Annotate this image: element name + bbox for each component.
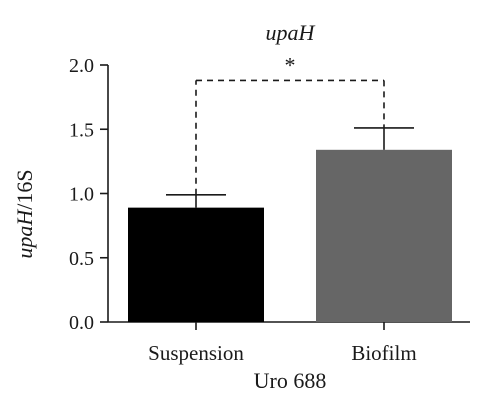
y-tick-label: 0.5 bbox=[69, 248, 94, 270]
y-axis-label-rest: /16S bbox=[12, 169, 37, 209]
y-tick-label: 0.0 bbox=[69, 312, 94, 334]
y-tick-label: 2.0 bbox=[69, 55, 94, 77]
y-tick-label: 1.0 bbox=[69, 184, 94, 206]
y-axis-label-italic: upaH bbox=[12, 209, 37, 259]
x-tick-label: Suspension bbox=[148, 341, 244, 365]
y-axis-label: upaH/16S bbox=[12, 169, 37, 258]
bar-suspension bbox=[128, 207, 264, 322]
chart-title: upaH bbox=[266, 20, 316, 45]
x-axis-label: Uro 688 bbox=[254, 368, 327, 393]
significance-bracket: * bbox=[195, 52, 385, 195]
y-tick-label: 1.5 bbox=[69, 119, 94, 141]
axes: 0.0 0.5 1.0 1.5 2.0 Suspension Biofilm bbox=[69, 55, 470, 365]
significance-label: * bbox=[285, 52, 296, 77]
x-tick-label: Biofilm bbox=[351, 341, 416, 365]
bar-biofilm bbox=[316, 149, 452, 322]
bars bbox=[128, 149, 452, 322]
